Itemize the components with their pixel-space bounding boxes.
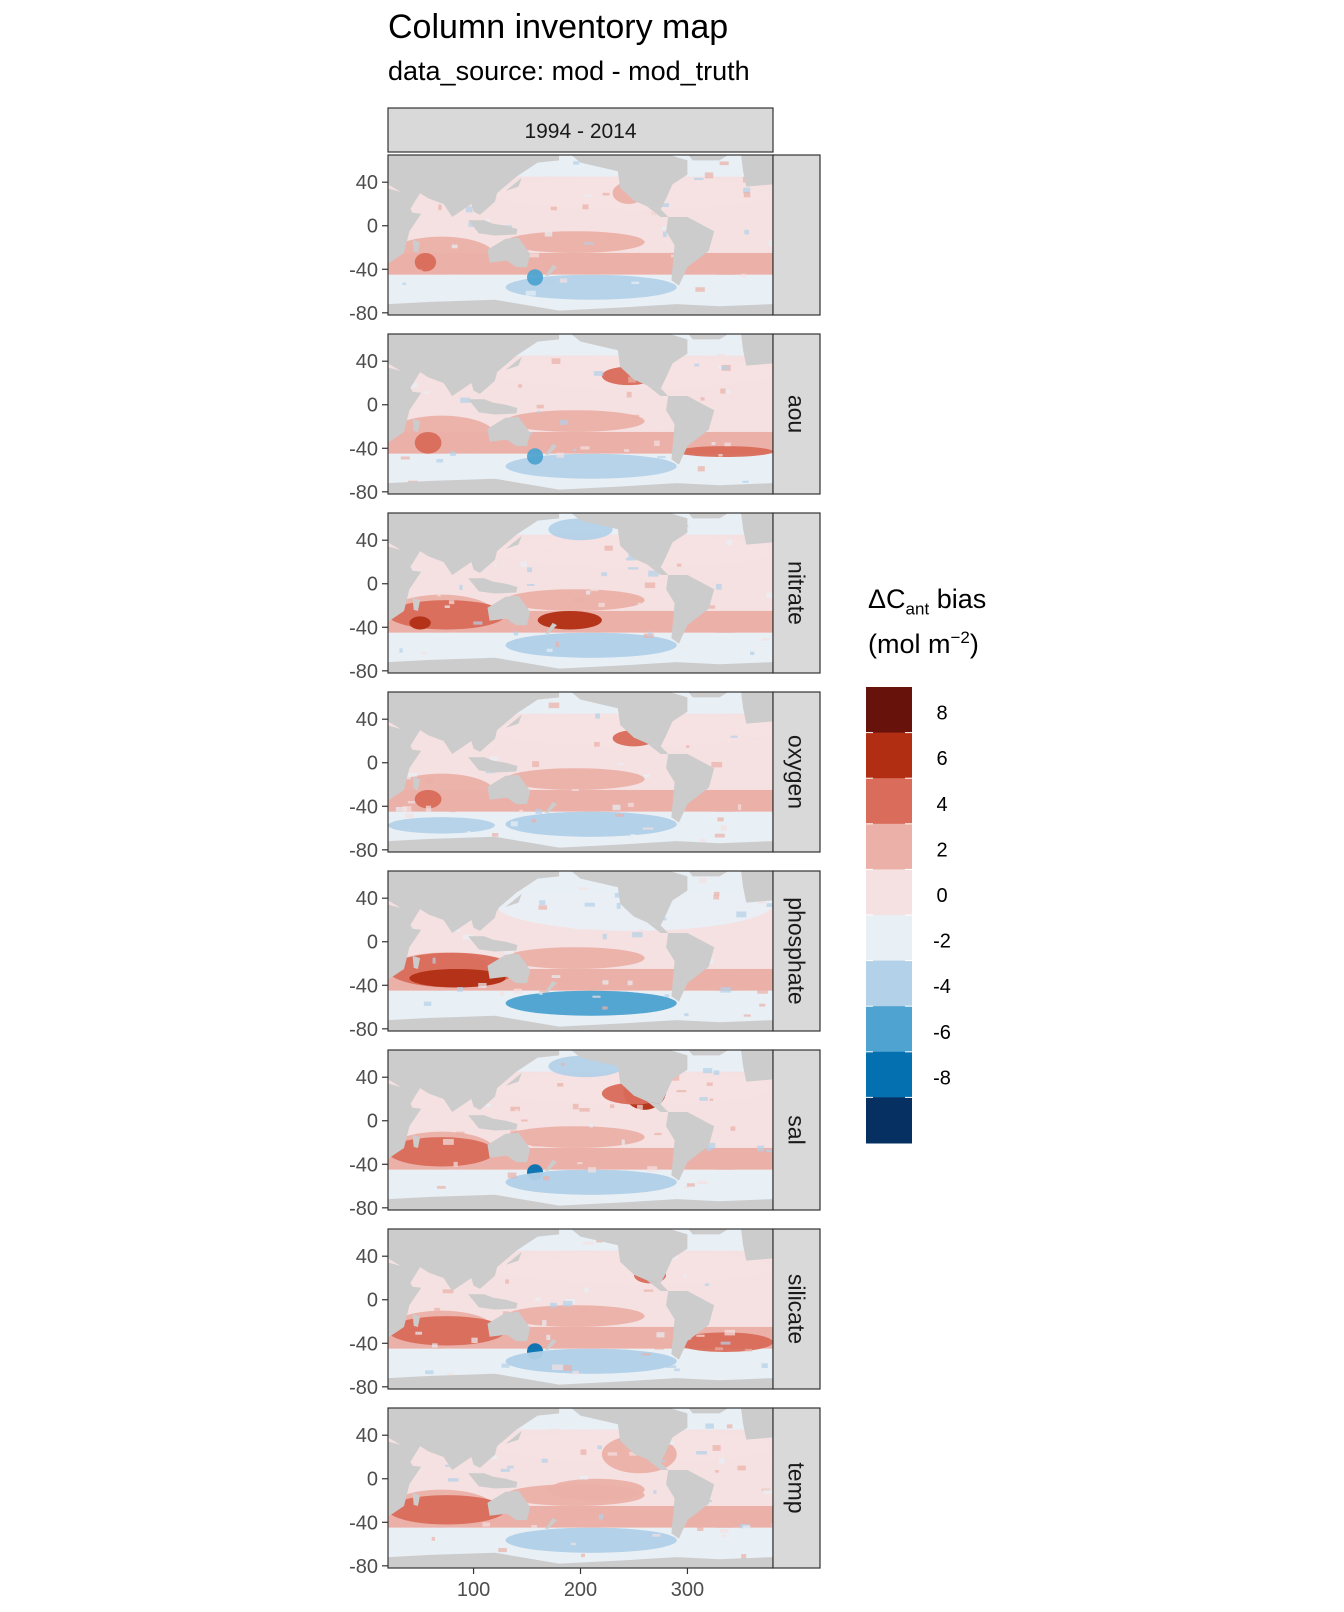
y-tick-label: 40 xyxy=(356,888,378,910)
legend-color-bin xyxy=(866,823,912,870)
y-tick-label: -40 xyxy=(349,1512,378,1534)
legend-color-bin xyxy=(866,960,912,1007)
y-tick-label: 40 xyxy=(356,172,378,194)
legend-color-bin xyxy=(866,732,912,779)
y-tick-label: 0 xyxy=(367,1290,378,1312)
facet-strip-label: nitrate xyxy=(784,561,810,625)
y-tick-label: 40 xyxy=(356,1425,378,1447)
facet-strip-label: temp xyxy=(784,1462,810,1513)
y-tick-label: 40 xyxy=(356,351,378,373)
y-tick-label: -40 xyxy=(349,438,378,460)
facet-strip-label: phosphate xyxy=(784,897,810,1004)
facet-strip-right: aou xyxy=(772,333,821,495)
facet-panel-nitrate: nitrate 40 0 -40 -80 xyxy=(349,512,821,683)
facet-panel-aou: aou 40 0 -40 -80 xyxy=(349,333,821,504)
legend-color-bin xyxy=(866,687,912,734)
chart-title: Column inventory map xyxy=(388,8,729,46)
facet-strip-right: oxygen xyxy=(772,691,821,853)
y-tick-label: -80 xyxy=(349,840,378,862)
legend-color-bin xyxy=(866,915,912,962)
y-tick-label: -80 xyxy=(349,661,378,683)
legend-color-bin xyxy=(866,1051,912,1098)
y-tick-label: 0 xyxy=(367,574,378,596)
legend-color-bin xyxy=(866,1097,912,1144)
facet-strip-right: phosphate xyxy=(772,870,821,1032)
y-tick-label: 0 xyxy=(367,753,378,775)
facet-strip-right: nitrate xyxy=(772,512,821,674)
y-tick-label: -40 xyxy=(349,617,378,639)
legend-color-bin xyxy=(866,778,912,825)
facet-strip-right: silicate xyxy=(772,1228,821,1390)
y-tick-label: -40 xyxy=(349,796,378,818)
y-tick-label: 40 xyxy=(356,1246,378,1268)
legend-tick-label: 2 xyxy=(936,839,947,861)
facet-strip-right xyxy=(772,154,821,316)
facet-panel-temp: temp 40 0 -40 -80 xyxy=(349,1407,821,1578)
facet-strip-top: 1994 - 2014 xyxy=(387,107,774,153)
y-tick-label: 0 xyxy=(367,395,378,417)
legend-tick-label: 6 xyxy=(936,748,947,770)
facet-panel-sal: sal 40 0 -40 -80 xyxy=(349,1049,821,1220)
legend-tick-label: 0 xyxy=(936,885,947,907)
y-tick-label: -80 xyxy=(349,482,378,504)
y-tick-label: -40 xyxy=(349,1333,378,1355)
facet-strip-label: 1994 - 2014 xyxy=(524,120,636,143)
y-tick-label: 0 xyxy=(367,216,378,238)
x-tick-label: 300 xyxy=(671,1579,704,1601)
y-tick-label: 40 xyxy=(356,1067,378,1089)
y-tick-label: -80 xyxy=(349,1377,378,1399)
facet-strip-label: sal xyxy=(784,1115,810,1144)
facet-panel-oxygen: oxygen 40 0 -40 -80 xyxy=(349,691,821,862)
y-tick-label: 0 xyxy=(367,932,378,954)
legend-title: ΔCant bias (mol m−2) xyxy=(868,584,987,659)
y-tick-label: -80 xyxy=(349,1019,378,1041)
y-tick-label: -40 xyxy=(349,259,378,281)
facet-panel-base: 40 0 -40 -80 xyxy=(349,154,821,325)
legend-tick-label: -8 xyxy=(933,1067,951,1089)
facet-panel-phosphate: phosphate 40 0 -40 -80 xyxy=(349,870,821,1041)
x-tick-label: 100 xyxy=(457,1579,490,1601)
facet-strip-right: temp xyxy=(772,1407,821,1569)
y-tick-label: 40 xyxy=(356,709,378,731)
legend-color-bin xyxy=(866,869,912,916)
facet-strip-label: aou xyxy=(784,395,810,433)
facet-strip-label: oxygen xyxy=(784,735,810,809)
legend-tick-label: -4 xyxy=(933,976,951,998)
facet-strip-right: sal xyxy=(772,1049,821,1211)
legend-tick-label: 4 xyxy=(936,794,947,816)
y-tick-label: 0 xyxy=(367,1469,378,1491)
x-tick-label: 200 xyxy=(564,1579,597,1601)
facet-strip-label: silicate xyxy=(784,1274,810,1344)
facet-panel-silicate: silicate 40 0 -40 -80 xyxy=(349,1228,821,1399)
y-tick-label: -80 xyxy=(349,1556,378,1578)
y-tick-label: -40 xyxy=(349,1154,378,1176)
y-tick-label: 40 xyxy=(356,530,378,552)
y-tick-label: 0 xyxy=(367,1111,378,1133)
y-tick-label: -80 xyxy=(349,303,378,325)
legend-color-bin xyxy=(866,1006,912,1053)
legend-tick-label: -6 xyxy=(933,1022,951,1044)
y-tick-label: -80 xyxy=(349,1198,378,1220)
legend-tick-label: -2 xyxy=(933,931,951,953)
legend-tick-label: 8 xyxy=(936,703,947,725)
chart-subtitle: data_source: mod - mod_truth xyxy=(388,56,750,86)
y-tick-label: -40 xyxy=(349,975,378,997)
